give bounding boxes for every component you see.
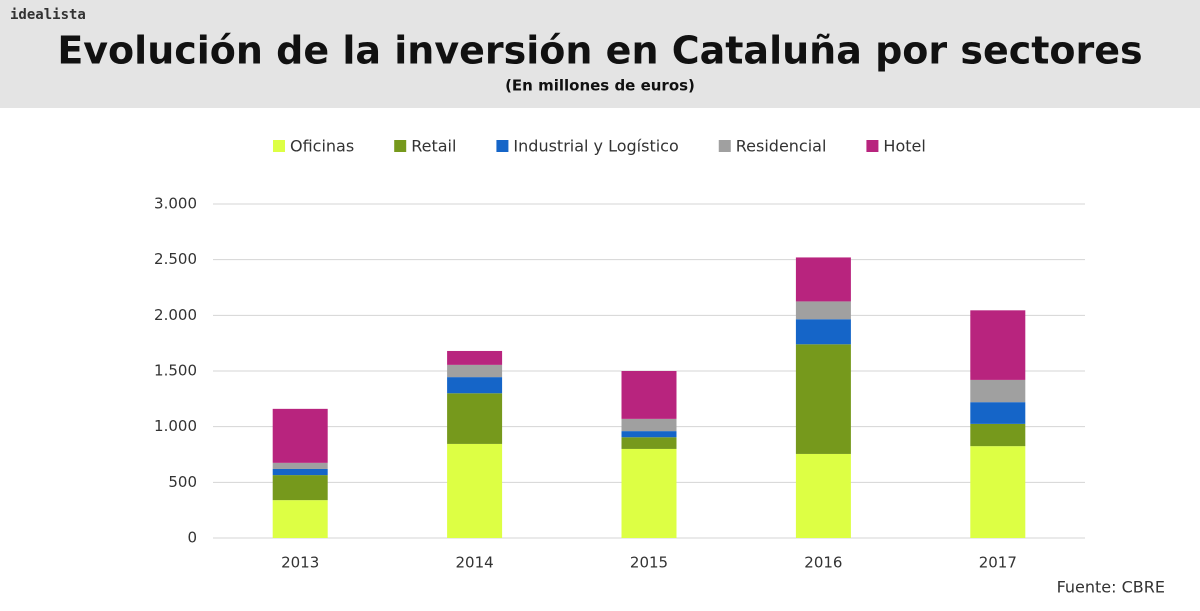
- bar-segment: [272, 500, 328, 538]
- bar-segment: [447, 443, 503, 538]
- bar-segment: [970, 423, 1026, 447]
- legend-label: Hotel: [883, 137, 925, 156]
- bar-segment: [272, 468, 328, 476]
- bar-segment: [795, 344, 851, 454]
- y-tick-label: 1.000: [154, 417, 197, 435]
- bar-segment: [447, 350, 503, 365]
- legend-label: Retail: [411, 137, 456, 156]
- y-tick-label: 2.500: [154, 250, 197, 268]
- bar-segment: [970, 446, 1026, 538]
- bar-segment: [970, 310, 1026, 380]
- header-band: [0, 0, 1200, 108]
- legend-swatch: [273, 140, 285, 152]
- bar-segment: [447, 393, 503, 444]
- bar-segment: [621, 437, 677, 449]
- bar-segment: [621, 371, 677, 419]
- x-tick-label: 2015: [630, 554, 668, 572]
- y-tick-label: 500: [168, 473, 197, 491]
- x-tick-label: 2016: [804, 554, 842, 572]
- legend-swatch: [394, 140, 407, 152]
- source: Fuente: CBRE: [1057, 578, 1165, 597]
- legend-label: Residencial: [736, 137, 827, 156]
- y-tick-label: 3.000: [154, 195, 197, 213]
- bar-segment: [795, 257, 851, 302]
- bar-segment: [272, 475, 328, 501]
- x-tick-label: 2013: [281, 554, 319, 572]
- legend-swatch: [718, 140, 731, 152]
- bar-segment: [970, 379, 1026, 403]
- bar-segment: [447, 377, 503, 394]
- brand: idealista: [10, 7, 86, 23]
- bar-segment: [272, 462, 328, 469]
- bar-segment: [970, 402, 1026, 424]
- legend-swatch: [496, 140, 509, 152]
- x-tick-label: 2017: [979, 554, 1017, 572]
- y-tick-label: 2.000: [154, 306, 197, 324]
- legend-swatch: [866, 140, 879, 152]
- bar-segment: [621, 418, 677, 432]
- bar-segment: [272, 408, 328, 463]
- y-tick-label: 1.500: [154, 362, 197, 380]
- bar-segment: [447, 364, 503, 378]
- legend-label: Oficinas: [290, 137, 354, 156]
- bar-segment: [621, 448, 677, 538]
- x-tick-label: 2014: [456, 554, 494, 572]
- bar-segment: [795, 319, 851, 345]
- bar-segment: [621, 431, 677, 438]
- bar-segment: [795, 301, 851, 320]
- chart-title: Evolución de la inversión en Cataluña po…: [57, 29, 1142, 73]
- chart-subtitle: (En millones de euros): [505, 77, 695, 95]
- bar-segment: [795, 453, 851, 538]
- legend-label: Industrial y Logístico: [513, 137, 678, 156]
- y-tick-label: 0: [187, 529, 197, 547]
